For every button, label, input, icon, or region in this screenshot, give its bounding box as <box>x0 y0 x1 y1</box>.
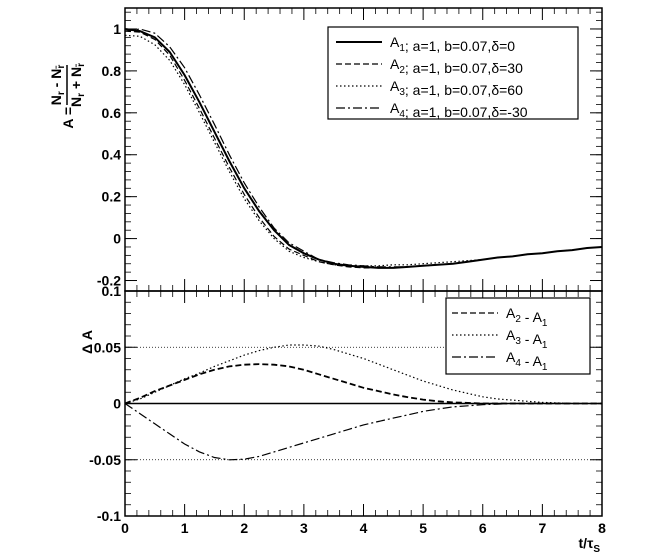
bottom-ytick-label-2: 0 <box>113 396 121 412</box>
xtick-label-1: 1 <box>181 520 189 536</box>
top-y-axis-label: A = Nr - Nr̄ Nr + Nr̄ <box>48 63 87 129</box>
top-ytick-label-3: 0.4 <box>102 147 122 163</box>
top-ytick-label-6: 1 <box>113 21 121 37</box>
svg-text:Nr - Nr̄: Nr - Nr̄ <box>48 65 67 106</box>
bottom-axes: -0.1 -0.05 0 0.05 0.1 0 1 2 3 4 5 6 7 8 <box>89 283 606 536</box>
bottom-series-3 <box>124 402 602 461</box>
xtick-label-4: 4 <box>360 520 368 536</box>
bottom-y-axis-label: Δ A <box>79 330 95 354</box>
xtick-label-2: 2 <box>240 520 248 536</box>
x-axis-label: t/τS <box>579 535 601 555</box>
bottom-ytick-label-1: -0.05 <box>89 452 121 468</box>
bottom-legend-box <box>445 297 591 375</box>
bottom-ytick-label-3: 0.05 <box>94 339 121 355</box>
top-ytick-label-0: -0.2 <box>97 273 121 289</box>
top-legend-label-2: A2; a=1, b=0.07,δ=30 <box>390 56 523 76</box>
xtick-label-7: 7 <box>538 520 546 536</box>
top-legend-label-4: A4; a=1, b=0.07,δ=-30 <box>390 100 528 120</box>
bottom-legend-label-1: A2 - A1 <box>506 305 548 329</box>
top-ytick-label-4: 0.6 <box>102 105 122 121</box>
top-series <box>124 28 603 269</box>
bottom-legend-label-2: A3 - A1 <box>506 327 548 351</box>
top-legend: A1; a=1, b=0.07,δ=0A2; a=1, b=0.07,δ=30A… <box>327 26 579 120</box>
top-ytick-label-2: 0.2 <box>102 189 122 205</box>
top-ytick-label-1: 0 <box>113 231 121 247</box>
xtick-label-5: 5 <box>419 520 427 536</box>
svg-text:Nr + Nr̄: Nr + Nr̄ <box>68 63 87 107</box>
top-series-4 <box>124 28 603 268</box>
svg-text:A =: A = <box>60 107 76 129</box>
top-legend-label-1: A1; a=1, b=0.07,δ=0 <box>390 34 515 54</box>
xtick-label-0: 0 <box>121 520 129 536</box>
xtick-label-6: 6 <box>479 520 487 536</box>
top-ytick-label-5: 0.8 <box>102 63 122 79</box>
bottom-ytick-label-0: -0.1 <box>97 508 121 524</box>
xtick-label-3: 3 <box>300 520 308 536</box>
bottom-series-2 <box>124 344 602 405</box>
top-axes: -0.2 0 0.2 0.4 0.6 0.8 1 <box>97 8 603 291</box>
top-legend-label-3: A3; a=1, b=0.07,δ=60 <box>390 78 523 98</box>
xtick-label-8: 8 <box>598 520 606 536</box>
bottom-ytick-label-4: 0.1 <box>102 283 122 299</box>
bottom-series <box>124 344 602 461</box>
bottom-legend-label-3: A4 - A1 <box>506 349 548 373</box>
